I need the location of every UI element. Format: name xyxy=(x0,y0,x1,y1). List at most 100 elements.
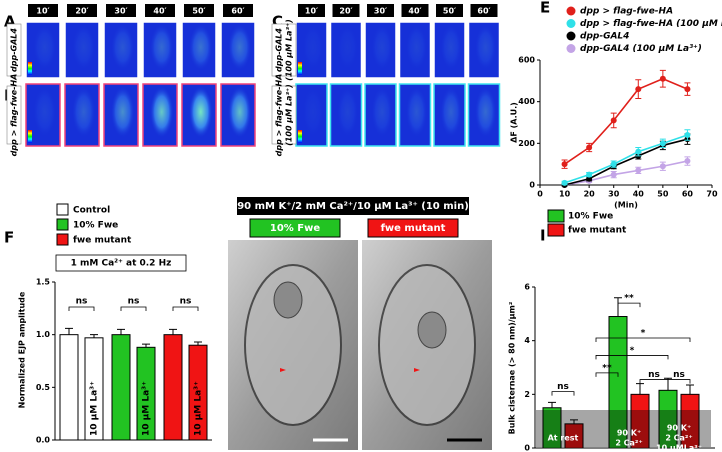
em-title-box xyxy=(237,197,469,215)
data-point xyxy=(561,179,568,186)
series-line xyxy=(564,160,688,186)
time-label-box xyxy=(332,4,360,17)
data-point xyxy=(635,86,642,93)
panel-label: C xyxy=(272,13,283,31)
error-bar xyxy=(65,327,73,335)
image-signal xyxy=(227,85,252,138)
x-tick-label: 50 xyxy=(657,190,669,199)
category-label: At rest xyxy=(548,434,579,443)
error-bar xyxy=(548,401,556,408)
time-label: 50′ xyxy=(443,7,456,16)
data-point xyxy=(659,163,666,170)
genotype-label: dpp > flag-fwe-HA xyxy=(275,74,284,157)
error-bar xyxy=(117,328,125,335)
em-label-box xyxy=(367,218,459,238)
legend-label: fwe mutant xyxy=(73,236,132,246)
image-signal xyxy=(405,85,428,138)
y-tick-label: 0.5 xyxy=(36,383,51,392)
legend-label: 10% Fwe xyxy=(568,212,613,222)
image-signal xyxy=(71,85,96,138)
error-bar xyxy=(142,343,150,348)
image-signal xyxy=(440,85,462,138)
bar xyxy=(59,334,79,441)
significance-bracket xyxy=(595,355,669,360)
data-point xyxy=(684,132,691,138)
category-label: 10 µMLa³⁺ xyxy=(656,444,702,452)
x-tick-label: 20 xyxy=(584,190,596,199)
error-bar xyxy=(636,383,644,395)
genotype-box xyxy=(271,85,297,145)
time-label-box xyxy=(401,4,429,17)
legend-swatch xyxy=(56,203,69,216)
time-label-box xyxy=(67,4,97,17)
bar xyxy=(111,334,131,441)
legend-swatch xyxy=(547,209,565,223)
data-point xyxy=(635,167,642,174)
data-point xyxy=(586,144,593,151)
significance-label: ns xyxy=(76,297,88,307)
em-label: 10% Fwe xyxy=(270,223,320,234)
category-label: 90 K⁺ xyxy=(617,429,641,438)
y-axis-title: ΔF (A.U.) xyxy=(510,102,519,143)
legend-label: dpp > flag-fwe-HA xyxy=(580,7,673,17)
panel-label: I xyxy=(540,227,546,245)
genotype-label: dpp-GAL4 xyxy=(10,28,19,72)
image-signal xyxy=(474,85,497,138)
image-signal xyxy=(302,85,324,138)
series-line xyxy=(564,77,688,165)
significance-label: ns xyxy=(128,297,140,307)
x-tick-label: 60 xyxy=(682,190,694,199)
color-scale xyxy=(298,130,302,143)
bar xyxy=(163,334,183,441)
image-signal xyxy=(110,23,135,71)
data-point xyxy=(684,158,691,165)
label-band xyxy=(536,410,711,447)
significance-bracket xyxy=(595,372,619,377)
genotype-label: dpp > flag-fwe-HA xyxy=(10,74,19,157)
image-signal xyxy=(149,23,174,71)
legend-swatch xyxy=(56,233,69,246)
legend-swatch xyxy=(547,223,565,237)
em-organelle xyxy=(273,281,303,319)
data-point xyxy=(561,161,568,168)
y-tick-label: 1.0 xyxy=(36,330,51,339)
legend-label: Control xyxy=(73,206,110,216)
time-label: 10′ xyxy=(36,7,49,16)
significance-label: ns xyxy=(673,370,685,380)
bar-label: 10 µM La³⁺ xyxy=(142,381,152,436)
error-bar xyxy=(614,297,622,317)
panel-label: E xyxy=(540,0,550,17)
em-label-box xyxy=(249,218,341,238)
significance-label: ** xyxy=(602,363,612,373)
genotype-label: dpp-GAL4 xyxy=(275,28,284,72)
time-label: 30′ xyxy=(114,7,127,16)
image-signal xyxy=(110,85,135,138)
error-bar xyxy=(686,384,694,395)
data-point xyxy=(610,117,617,124)
significance-bracket xyxy=(595,337,691,342)
em-title: 90 mM K⁺/2 mM Ca²⁺/10 µM La³⁺ (10 min) xyxy=(237,201,469,212)
legend-label: fwe mutant xyxy=(568,226,627,236)
time-label: 60′ xyxy=(231,7,244,16)
legend-label: dpp-GAL4 (100 µM La³⁺) xyxy=(580,44,702,54)
genotype-box xyxy=(6,85,22,145)
y-tick-label: 600 xyxy=(518,56,535,65)
genotype-box xyxy=(271,23,297,77)
x-tick-label: 40 xyxy=(633,190,645,199)
image-signal xyxy=(371,23,393,71)
annotation: 1 mM Ca²⁺ at 0.2 Hz xyxy=(71,259,172,269)
image-signal xyxy=(149,85,174,138)
data-point xyxy=(635,148,642,155)
category-label: 90 K⁺ xyxy=(667,424,691,433)
series-line xyxy=(564,134,688,184)
y-tick-label: 0.0 xyxy=(36,436,51,445)
color-scale xyxy=(298,62,302,75)
time-label-box xyxy=(367,4,394,17)
time-label: 20′ xyxy=(75,7,88,16)
legend-label: 10% Fwe xyxy=(73,221,118,231)
y-tick-label: 6 xyxy=(524,283,530,292)
legend-label: dpp > flag-fwe-HA (100 µM La³⁺) xyxy=(580,19,722,29)
y-axis-title: Normalized EJP amplitude xyxy=(18,291,27,408)
data-point xyxy=(659,75,666,82)
image-signal xyxy=(336,23,359,71)
